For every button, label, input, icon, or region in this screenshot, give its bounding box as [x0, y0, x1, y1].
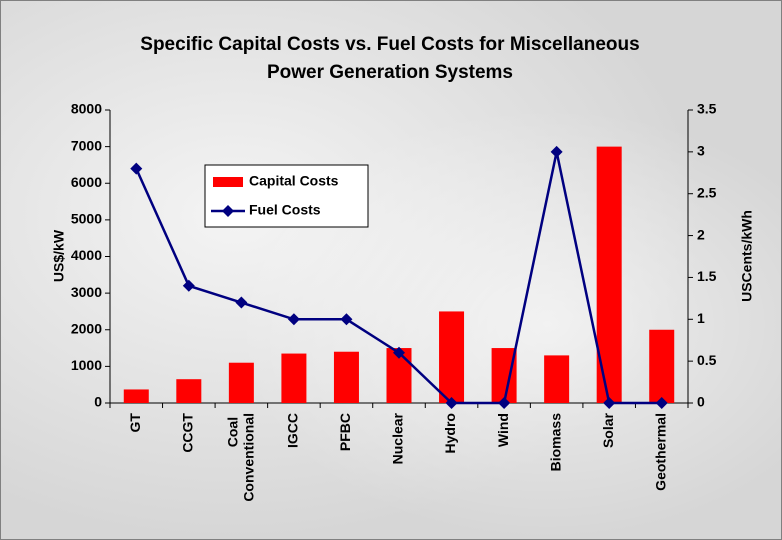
line-marker	[498, 397, 511, 409]
y-tick-label: 5000	[71, 211, 102, 227]
bar	[649, 329, 675, 403]
x-tick-label: Hydro	[442, 413, 458, 453]
legend-swatch	[222, 205, 234, 217]
x-tick-label: Biomass	[547, 413, 563, 472]
line-marker	[393, 346, 405, 359]
bar	[439, 311, 465, 403]
line-marker	[550, 145, 563, 158]
y2-tick-label: 0	[697, 394, 705, 410]
bar	[544, 355, 570, 403]
legend-box	[204, 164, 369, 228]
legend-label: Fuel Costs	[249, 202, 321, 218]
line-marker	[235, 296, 248, 309]
line-marker	[130, 162, 143, 175]
y2-tick-label: 0.5	[697, 352, 717, 368]
legend-label: Capital Costs	[249, 173, 339, 189]
x-tick-label: GT	[127, 413, 143, 433]
line-marker	[603, 397, 616, 409]
x-tick-label: Coal Conventional	[224, 413, 256, 502]
y-tick-label: 4000	[71, 247, 102, 263]
y2-tick-label: 1	[697, 310, 705, 326]
bar	[123, 389, 149, 403]
y-tick-label: 8000	[71, 101, 102, 117]
y-tick-label: 0	[94, 394, 102, 410]
y-tick-label: 3000	[71, 284, 102, 300]
y-axis-label: US$/kW	[51, 229, 67, 282]
line-marker	[287, 313, 300, 326]
bar	[281, 353, 307, 403]
x-tick-label: Wind	[495, 413, 511, 447]
y2-tick-label: 2	[697, 226, 705, 242]
legend-swatch	[213, 177, 243, 187]
y2-tick-label: 2.5	[697, 184, 717, 200]
y2-tick-label: 3.5	[697, 101, 717, 117]
line-marker	[340, 313, 353, 326]
y-tick-label: 6000	[71, 174, 102, 190]
x-tick-label: IGCC	[285, 413, 301, 448]
line-marker	[445, 397, 458, 409]
line-marker	[182, 279, 195, 292]
y-tick-label: 2000	[71, 320, 102, 336]
x-tick-label: PFBC	[337, 413, 353, 451]
bar	[228, 362, 254, 403]
bar	[176, 379, 202, 403]
chart-title: Specific Capital Costs vs. Fuel Costs fo…	[140, 34, 639, 55]
y2-axis-label: USCents/kWh	[739, 210, 755, 302]
x-tick-label: Solar	[600, 412, 616, 448]
x-tick-label: CCGT	[180, 413, 196, 453]
x-tick-label: Nuclear	[390, 412, 406, 464]
line-marker	[655, 397, 668, 409]
chart-title: Power Generation Systems	[267, 62, 513, 83]
x-tick-label: Geothermal	[652, 413, 668, 491]
y2-tick-label: 3	[697, 143, 705, 159]
y2-tick-label: 1.5	[697, 268, 717, 284]
bar	[333, 351, 359, 403]
y-tick-label: 1000	[71, 357, 102, 373]
y-tick-label: 7000	[71, 137, 102, 153]
